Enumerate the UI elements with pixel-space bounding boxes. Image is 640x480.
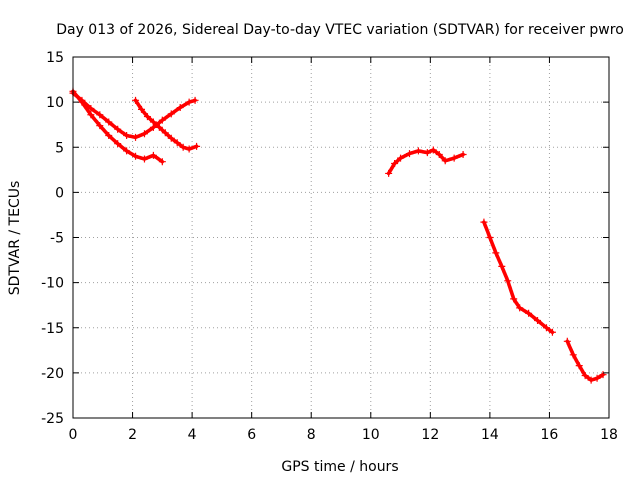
data-point — [498, 262, 506, 270]
chart-title: Day 013 of 2026, Sidereal Day-to-day VTE… — [56, 22, 624, 38]
x-tick-label: 18 — [600, 427, 618, 443]
data-point — [450, 154, 458, 162]
data-point — [137, 105, 145, 113]
data-point — [105, 132, 113, 140]
data-point — [193, 142, 201, 150]
x-axis-label: GPS time / hours — [281, 459, 398, 475]
data-point — [385, 169, 393, 177]
data-point — [510, 295, 518, 303]
y-tick-label: -5 — [50, 231, 64, 247]
data-point — [78, 96, 86, 104]
data-point — [167, 110, 175, 118]
data-point — [140, 130, 148, 138]
data-point — [158, 158, 166, 166]
y-tick-label: 0 — [55, 185, 64, 201]
data-point — [397, 154, 405, 162]
data-point — [140, 155, 148, 163]
data-point — [87, 104, 95, 112]
data-point — [87, 111, 95, 119]
data-point — [414, 147, 422, 155]
x-tick-label: 4 — [188, 427, 197, 443]
y-tick-label: 10 — [46, 95, 64, 111]
data-point — [185, 98, 193, 106]
data-point — [132, 133, 140, 141]
grid — [73, 57, 609, 418]
x-tick-label: 6 — [247, 427, 256, 443]
y-tick-label: 15 — [46, 50, 64, 66]
data-point — [429, 146, 437, 154]
y-tick-label: 5 — [55, 140, 64, 156]
data-point — [542, 324, 550, 332]
axis-ticks: 0 2 4 6 8 10 12 14 16 18 -25 -20 -15 -10 -5 0 5 10 15 — [41, 50, 618, 443]
data-point — [191, 96, 199, 104]
data-point — [96, 122, 104, 130]
series-track-4 — [385, 146, 467, 177]
data-point — [149, 151, 157, 159]
data-point — [114, 125, 122, 133]
data-point — [435, 150, 443, 158]
data-point — [525, 309, 533, 317]
data-point — [581, 372, 589, 380]
data-point — [391, 159, 399, 167]
x-tick-label: 2 — [128, 427, 137, 443]
data-point — [534, 317, 542, 325]
data-point — [599, 371, 607, 379]
data-point — [105, 118, 113, 126]
y-tick-label: -10 — [41, 276, 64, 292]
data-point — [143, 113, 151, 121]
x-tick-label: 10 — [362, 427, 380, 443]
data-point — [492, 249, 500, 257]
data-point — [149, 118, 157, 126]
data-point — [161, 129, 169, 137]
y-axis-label: SDTVAR / TECUs — [7, 181, 23, 296]
x-tick-label: 12 — [421, 427, 439, 443]
data-point — [563, 337, 571, 345]
y-tick-label: -20 — [41, 366, 64, 382]
series-track-6 — [563, 337, 607, 384]
data-point — [459, 150, 467, 158]
x-tick-label: 16 — [541, 427, 559, 443]
data-point — [123, 132, 131, 140]
x-tick-label: 14 — [481, 427, 499, 443]
data-point — [185, 145, 193, 153]
data-point — [167, 134, 175, 142]
x-tick-label: 8 — [307, 427, 316, 443]
data-point — [480, 218, 488, 226]
series-track-3 — [132, 96, 201, 153]
data-point — [423, 149, 431, 157]
data-point — [123, 147, 131, 155]
data-series — [69, 87, 607, 384]
data-point — [569, 351, 577, 359]
y-tick-label: -15 — [41, 321, 64, 337]
data-point — [96, 111, 104, 119]
data-point — [593, 374, 601, 382]
data-point — [155, 123, 163, 131]
data-point — [504, 277, 512, 285]
data-point — [548, 328, 556, 336]
data-point — [158, 116, 166, 124]
data-point — [587, 376, 595, 384]
data-point — [486, 234, 494, 241]
data-point — [441, 157, 449, 165]
data-point — [405, 150, 413, 158]
series-track-5 — [480, 218, 556, 336]
data-point — [132, 152, 140, 160]
data-point — [516, 304, 524, 312]
data-point — [173, 139, 181, 147]
data-point — [575, 362, 583, 370]
y-tick-label: -25 — [41, 411, 64, 427]
data-point — [132, 96, 140, 104]
data-point — [179, 143, 187, 151]
data-point — [114, 140, 122, 148]
data-point — [176, 104, 184, 112]
x-tick-label: 0 — [69, 427, 78, 443]
